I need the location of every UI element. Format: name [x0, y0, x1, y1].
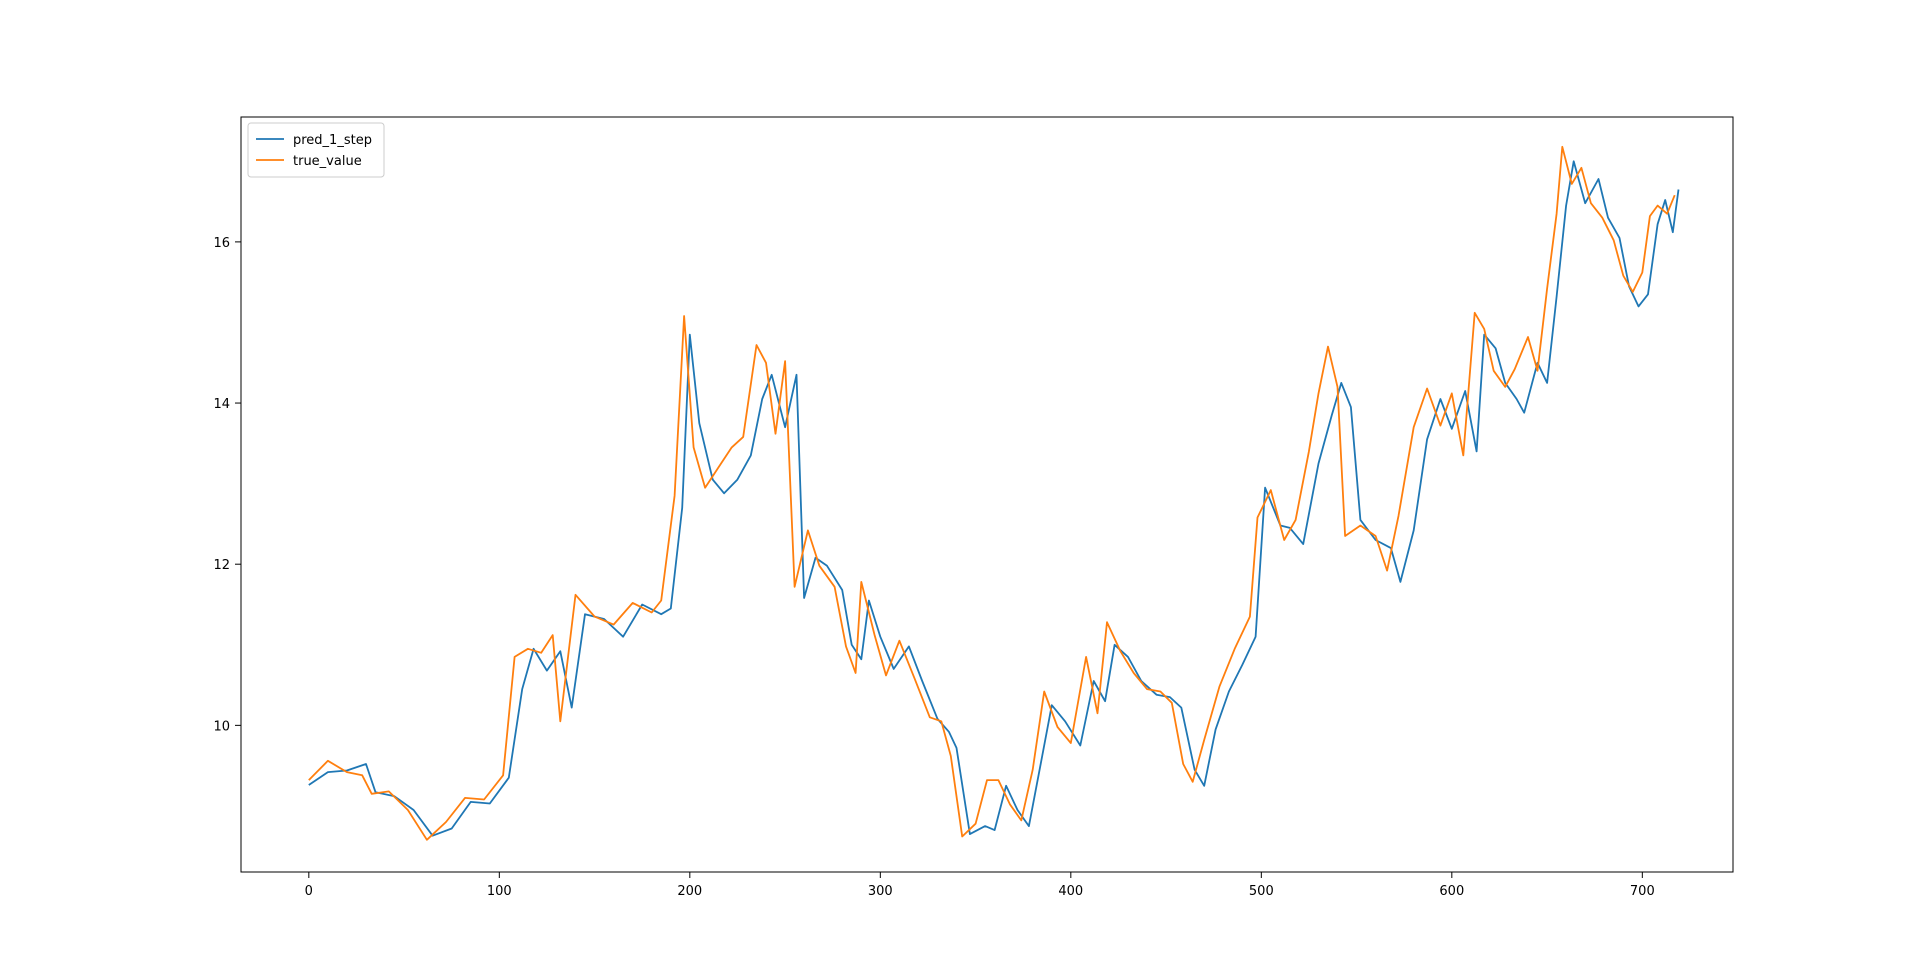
y-axis: 10 12 14 16 — [213, 236, 241, 734]
x-tick-label: 0 — [305, 884, 313, 899]
x-tick-label: 300 — [868, 884, 893, 899]
x-tick-label: 400 — [1058, 884, 1083, 899]
axes-frame — [240, 116, 1734, 873]
x-tick-label: 200 — [677, 884, 702, 899]
x-tick-label: 500 — [1249, 884, 1274, 899]
legend-label-true_value: true_value — [293, 154, 362, 169]
series-lines — [308, 145, 1680, 841]
x-tick-label: 700 — [1630, 884, 1655, 899]
x-tick-label: 100 — [487, 884, 512, 899]
y-tick-label: 12 — [213, 558, 230, 573]
legend-label-pred_1_step: pred_1_step — [293, 133, 372, 148]
series-line-pred_1_step — [308, 160, 1680, 837]
legend: pred_1_step true_value — [247, 122, 385, 178]
x-tick-label: 600 — [1439, 884, 1464, 899]
y-tick-label: 14 — [213, 397, 230, 412]
x-axis: 0 100 200 300 400 500 600 700 — [305, 872, 1655, 899]
y-tick-label: 10 — [213, 719, 230, 734]
series-line-true_value — [308, 145, 1676, 841]
plot-area — [240, 116, 1734, 873]
legend-box — [247, 122, 385, 178]
y-tick-label: 16 — [213, 236, 230, 251]
